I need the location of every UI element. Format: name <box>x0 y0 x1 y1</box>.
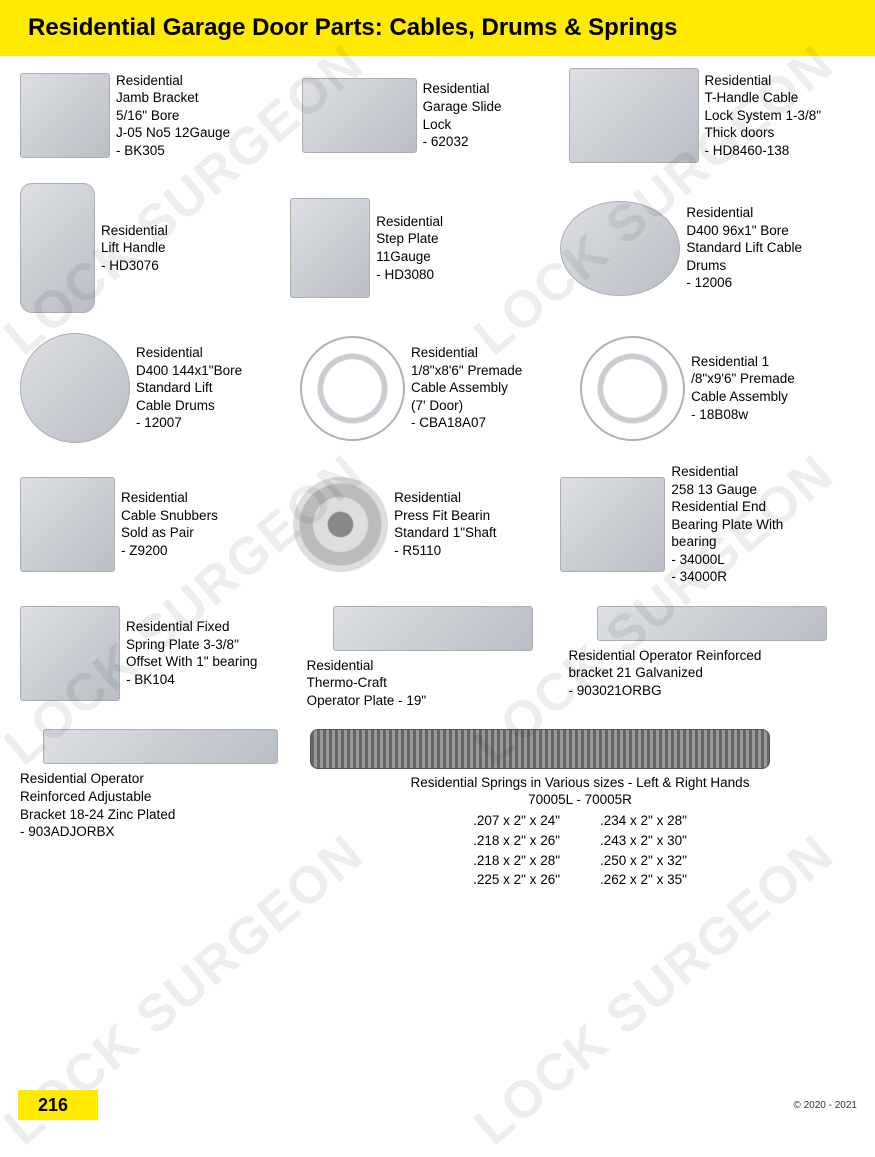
product-text: Residential Lift Handle - HD3076 <box>101 222 168 275</box>
product-item: Residential 1 /8"x9'6" Premade Cable Ass… <box>580 333 855 443</box>
product-text: Residential 1/8"x8'6" Premade Cable Asse… <box>411 344 522 432</box>
product-item: Residential Operator Reinforced bracket … <box>569 606 855 700</box>
product-item-springs: Residential Springs in Various sizes - L… <box>310 729 850 889</box>
product-image-step-plate <box>290 198 370 298</box>
product-row: Residential Cable Snubbers Sold as Pair … <box>20 463 855 586</box>
product-item: Residential D400 144x1"Bore Standard Lif… <box>20 333 290 443</box>
product-item: Residential D400 96x1" Bore Standard Lif… <box>560 183 855 313</box>
product-text: Residential Jamb Bracket 5/16" Bore J-05… <box>116 72 230 160</box>
springs-sizes-table: .207 x 2" x 24" .218 x 2" x 26" .218 x 2… <box>310 811 850 889</box>
product-image-spring-plate <box>20 606 120 701</box>
content-area: Residential Jamb Bracket 5/16" Bore J-05… <box>0 56 875 890</box>
product-image-cable-96 <box>580 336 685 441</box>
footer: 216 © 2020 - 2021 <box>0 1090 875 1120</box>
springs-title: Residential Springs in Various sizes - L… <box>310 775 850 790</box>
springs-col-2: .234 x 2" x 28" .243 x 2" x 30" .250 x 2… <box>600 811 687 889</box>
product-text: Residential D400 144x1"Bore Standard Lif… <box>136 344 242 432</box>
product-image-cable-86 <box>300 336 405 441</box>
product-text: Residential Press Fit Bearin Standard 1"… <box>394 489 496 559</box>
product-image-thandle <box>569 68 699 163</box>
product-image-end-bearing <box>560 477 665 572</box>
product-item: Residential Lift Handle - HD3076 <box>20 183 280 313</box>
product-item: Residential Jamb Bracket 5/16" Bore J-05… <box>20 68 292 163</box>
product-text: Residential Cable Snubbers Sold as Pair … <box>121 489 218 559</box>
product-image-adj-bracket <box>20 729 300 764</box>
product-item: Residential Garage Slide Lock - 62032 <box>302 68 559 163</box>
product-row: Residential Lift Handle - HD3076 Residen… <box>20 183 855 313</box>
product-text: Residential Fixed Spring Plate 3-3/8" Of… <box>126 618 257 688</box>
page-number: 216 <box>18 1090 98 1120</box>
product-image-springs <box>310 729 850 769</box>
copyright: © 2020 - 2021 <box>793 1100 857 1111</box>
product-text: Residential Operator Reinforced Adjustab… <box>20 770 300 840</box>
header-bar: Residential Garage Door Parts: Cables, D… <box>0 0 875 56</box>
product-text: Residential Step Plate 11Gauge - HD3080 <box>376 213 443 283</box>
product-row: Residential D400 144x1"Bore Standard Lif… <box>20 333 855 443</box>
product-row: Residential Jamb Bracket 5/16" Bore J-05… <box>20 68 855 163</box>
product-row: Residential Operator Reinforced Adjustab… <box>20 729 855 889</box>
product-text: Residential 258 13 Gauge Residential End… <box>671 463 783 586</box>
product-image-lift-handle <box>20 183 95 313</box>
product-row: Residential Fixed Spring Plate 3-3/8" Of… <box>20 606 855 710</box>
product-image-press-fit <box>293 477 388 572</box>
product-item: Residential 258 13 Gauge Residential End… <box>560 463 855 586</box>
page-title: Residential Garage Door Parts: Cables, D… <box>28 14 678 42</box>
product-item: Residential Fixed Spring Plate 3-3/8" Of… <box>20 606 297 701</box>
product-item: Residential Thermo-Craft Operator Plate … <box>307 606 559 710</box>
product-image-op-reinforced <box>569 606 855 641</box>
product-image-thermo-craft <box>307 606 559 651</box>
springs-col-1: .207 x 2" x 24" .218 x 2" x 26" .218 x 2… <box>473 811 560 889</box>
springs-models: 70005L - 70005R <box>310 792 850 807</box>
product-item: Residential 1/8"x8'6" Premade Cable Asse… <box>300 333 570 443</box>
product-item: Residential Press Fit Bearin Standard 1"… <box>293 463 550 586</box>
product-text: Residential Operator Reinforced bracket … <box>569 647 855 700</box>
product-text: Residential Thermo-Craft Operator Plate … <box>307 657 559 710</box>
product-image-drums-144 <box>20 333 130 443</box>
product-image-snubbers <box>20 477 115 572</box>
product-item: Residential Cable Snubbers Sold as Pair … <box>20 463 283 586</box>
product-item: Residential T-Handle Cable Lock System 1… <box>569 68 855 163</box>
product-item: Residential Operator Reinforced Adjustab… <box>20 729 300 840</box>
product-image-jamb-bracket <box>20 73 110 158</box>
product-text: Residential Garage Slide Lock - 62032 <box>423 80 502 150</box>
product-item: Residential Step Plate 11Gauge - HD3080 <box>290 183 550 313</box>
product-text: Residential 1 /8"x9'6" Premade Cable Ass… <box>691 353 795 423</box>
product-image-drums-96 <box>560 201 680 296</box>
product-image-slide-lock <box>302 78 417 153</box>
product-text: Residential D400 96x1" Bore Standard Lif… <box>686 204 802 292</box>
springs-header: Residential Springs in Various sizes - L… <box>310 775 850 807</box>
product-text: Residential T-Handle Cable Lock System 1… <box>705 72 822 160</box>
